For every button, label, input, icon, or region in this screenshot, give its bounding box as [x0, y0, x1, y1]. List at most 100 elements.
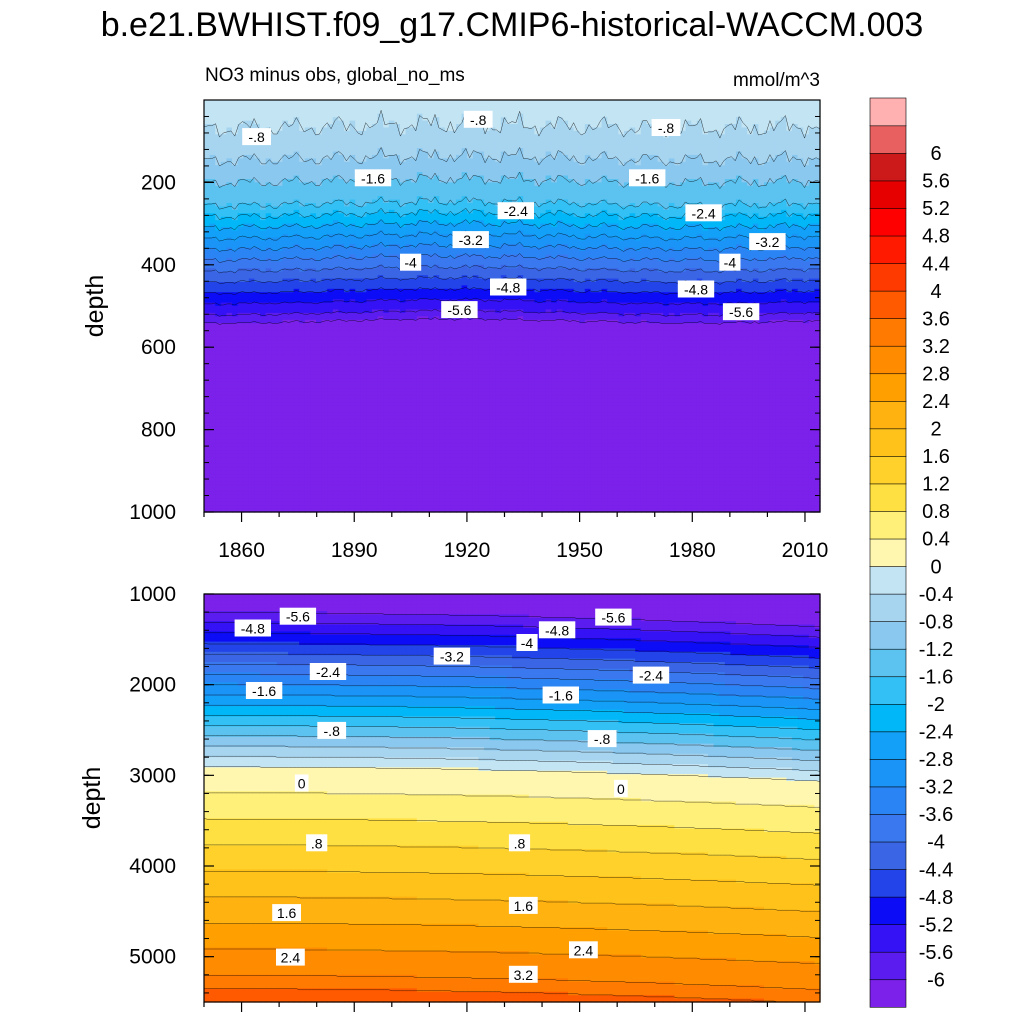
upper-field-cell [310, 196, 316, 200]
upper-field-cell [803, 103, 809, 107]
upper-field-cell [254, 114, 260, 118]
upper-field-cell [742, 200, 748, 204]
upper-field-cell [742, 189, 748, 193]
upper-field-cell [641, 251, 647, 255]
upper-field-cell [478, 100, 484, 104]
upper-field-cell [411, 193, 417, 197]
upper-field-cell [383, 203, 389, 207]
upper-field-cell [322, 193, 328, 197]
upper-field-cell [809, 206, 815, 210]
upper-field-cell [747, 217, 753, 221]
upper-field-cell [809, 134, 815, 138]
upper-field-cell [406, 117, 412, 121]
upper-field-cell [652, 193, 658, 197]
upper-field-cell [305, 100, 311, 104]
upper-field-cell [260, 200, 266, 204]
upper-field-cell [249, 182, 255, 186]
upper-field-cell [635, 241, 641, 245]
upper-field-cell [232, 152, 238, 156]
upper-field-cell [260, 152, 266, 156]
upper-field-cell [226, 224, 232, 228]
upper-field-cell [243, 196, 249, 200]
upper-field-cell [691, 189, 697, 193]
upper-field-cell [574, 186, 580, 190]
upper-field-cell [305, 162, 311, 166]
upper-field-cell [635, 103, 641, 107]
upper-field-cell [495, 186, 501, 190]
upper-field-cell [411, 134, 417, 138]
upper-field-cell [702, 100, 708, 104]
upper-field-cell [529, 117, 535, 121]
upper-field-cell [333, 100, 339, 104]
upper-field-cell [338, 169, 344, 173]
upper-field-cell [719, 145, 725, 149]
upper-field-cell [277, 148, 283, 152]
upper-field-cell [714, 155, 720, 159]
upper-field-cell [551, 158, 557, 162]
upper-field-cell [557, 121, 563, 125]
upper-field-cell [708, 186, 714, 190]
upper-field-cell [646, 227, 652, 231]
upper-field-cell [551, 148, 557, 152]
upper-field-cell [730, 165, 736, 169]
upper-field-cell [546, 110, 552, 114]
upper-field-cell [288, 237, 294, 241]
upper-field-cell [383, 100, 389, 104]
upper-field-cell [809, 182, 815, 186]
upper-field-cell [350, 148, 356, 152]
upper-field-cell [254, 244, 260, 248]
upper-field-cell [624, 117, 630, 121]
upper-field-cell [204, 107, 210, 111]
upper-field-cell [770, 182, 776, 186]
upper-field-cell [439, 172, 445, 176]
upper-field-cell [271, 172, 277, 176]
upper-field-cell [596, 230, 602, 234]
upper-field-cell [624, 220, 630, 224]
upper-field-cell [338, 196, 344, 200]
upper-field-cell [523, 224, 529, 228]
upper-field-cell [809, 148, 815, 152]
upper-field-cell [607, 217, 613, 221]
upper-field-cell [764, 145, 770, 149]
upper-field-cell [753, 145, 759, 149]
upper-field-cell [574, 217, 580, 221]
upper-field-cell [366, 241, 372, 245]
upper-field-cell [350, 230, 356, 234]
upper-field-cell [310, 179, 316, 183]
upper-field-cell [590, 217, 596, 221]
upper-field-cell [618, 134, 624, 138]
upper-field-cell [417, 203, 423, 207]
upper-field-cell [730, 193, 736, 197]
upper-field-cell [350, 237, 356, 241]
upper-field-cell [669, 169, 675, 173]
upper-field-cell [316, 210, 322, 214]
upper-field-cell [618, 189, 624, 193]
upper-field-cell [786, 152, 792, 156]
upper-field-cell [742, 114, 748, 118]
upper-field-cell [473, 203, 479, 207]
upper-field-cell [641, 141, 647, 145]
upper-field-cell [322, 141, 328, 145]
upper-field-cell [389, 210, 395, 214]
upper-field-cell [568, 220, 574, 224]
upper-field-cell [316, 196, 322, 200]
upper-field-cell [495, 100, 501, 104]
upper-field-cell [473, 200, 479, 204]
upper-field-cell [473, 145, 479, 149]
upper-field-cell [226, 176, 232, 180]
upper-field-cell [355, 155, 361, 159]
upper-field-cell [372, 206, 378, 210]
upper-field-cell [361, 110, 367, 114]
upper-field-cell [562, 193, 568, 197]
upper-field-cell [294, 169, 300, 173]
upper-field-cell [557, 155, 563, 159]
upper-field-cell [512, 110, 518, 114]
upper-field-cell [501, 121, 507, 125]
upper-field-cell [400, 117, 406, 121]
upper-field-cell [243, 200, 249, 204]
upper-field-cell [232, 169, 238, 173]
upper-field-cell [378, 100, 384, 104]
upper-field-cell [422, 165, 428, 169]
upper-field-cell [226, 244, 232, 248]
upper-field-cell [658, 152, 664, 156]
